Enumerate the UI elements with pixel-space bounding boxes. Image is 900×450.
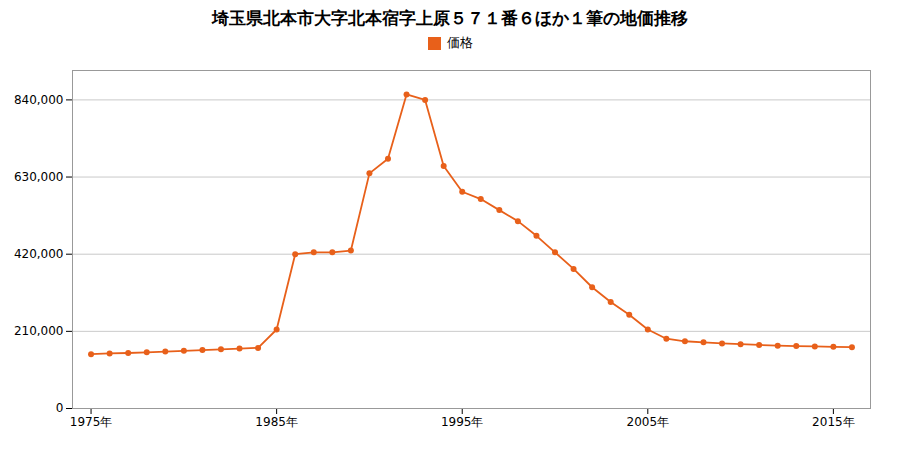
html-text:埼玉県北本市大字北本宿字上原５７１番６ほか１筆の地価推移: 埼玉県北本市大字北本宿字上原５７１番６ほか１筆の地価推移 <box>212 8 688 28</box>
svg-text:1985年: 1985年 <box>255 415 298 429</box>
html-text:価格: 価格 <box>446 35 473 50</box>
svg-text:0: 0 <box>56 401 64 415</box>
svg-text:420,000: 420,000 <box>14 247 64 261</box>
svg-text:840,000: 840,000 <box>14 93 64 107</box>
svg-text:1995年: 1995年 <box>441 415 484 429</box>
svg-text:1975年: 1975年 <box>70 415 113 429</box>
svg-text:630,000: 630,000 <box>14 170 64 184</box>
svg-text:2015年: 2015年 <box>812 415 855 429</box>
svg-text:2005年: 2005年 <box>627 415 670 429</box>
svg-text:210,000: 210,000 <box>14 324 64 338</box>
